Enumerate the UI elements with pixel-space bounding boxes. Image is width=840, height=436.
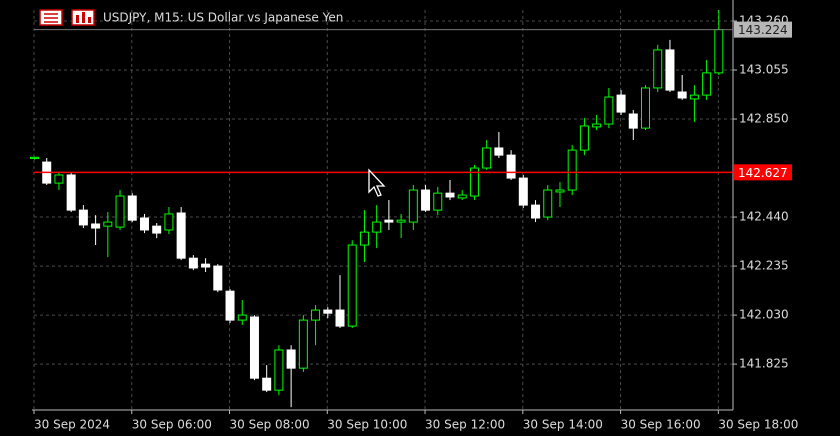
candle-body	[543, 189, 553, 218]
overlay: 142.627 143.224	[34, 21, 792, 181]
candle-body	[139, 217, 149, 231]
candle-body	[286, 349, 296, 369]
candles	[30, 10, 724, 408]
candle-body	[494, 147, 504, 156]
candle-body	[188, 257, 198, 269]
candle-body	[262, 377, 272, 391]
candle-body	[518, 177, 528, 206]
candle-body	[54, 174, 64, 184]
candle-body	[249, 316, 259, 379]
x-tick-label: 30 Sep 06:00	[132, 418, 212, 432]
candle-body	[641, 87, 651, 129]
candle-body	[506, 154, 516, 179]
candle-body	[396, 219, 406, 223]
candle-body	[433, 192, 443, 211]
candle-body	[604, 96, 614, 125]
candle-body	[628, 113, 638, 129]
x-tick-label: 30 Sep 14:00	[523, 418, 603, 432]
candle-body	[714, 29, 724, 74]
candle-body	[482, 147, 492, 169]
y-tick-label: 142.235	[739, 259, 789, 273]
candle-body	[689, 94, 699, 100]
x-tick-label: 30 Sep 10:00	[327, 418, 407, 432]
candle-body	[616, 94, 626, 113]
candle-body	[531, 204, 541, 219]
x-tick-label: 30 Sep 08:00	[230, 418, 310, 432]
candle-body	[127, 195, 137, 221]
candle-body	[567, 149, 577, 191]
candle-body	[176, 212, 186, 259]
candle-body	[66, 174, 76, 211]
x-tick-label: 30 Sep 12:00	[425, 418, 505, 432]
candle-body	[359, 231, 369, 246]
candle-body	[555, 189, 565, 193]
x-tick-label: 30 Sep 18:00	[718, 418, 798, 432]
candle-body	[213, 265, 223, 291]
candle-body	[311, 309, 321, 321]
candle-body	[469, 167, 479, 197]
candle-body	[579, 125, 589, 151]
x-tick-label: 30 Sep 2024	[34, 418, 110, 432]
candle-body	[445, 192, 455, 198]
candle-body	[457, 194, 467, 199]
candle-body	[201, 263, 211, 268]
candle-body	[421, 189, 431, 211]
current-price-label-bg	[734, 21, 792, 38]
candle-body	[323, 309, 333, 314]
candle-body	[152, 225, 162, 234]
candle-body	[78, 209, 88, 226]
current-price-label: 143.224	[738, 23, 788, 37]
x-tick-label: 30 Sep 16:00	[621, 418, 701, 432]
candle-body	[702, 72, 712, 96]
candle-body	[91, 223, 101, 229]
y-tick-label: 143.055	[739, 63, 789, 77]
candle-body	[237, 314, 247, 321]
candle-body	[274, 349, 284, 391]
candle-body	[298, 319, 308, 369]
y-tick-label: 142.440	[739, 210, 789, 224]
candle-body	[103, 221, 113, 227]
y-tick-label: 142.030	[739, 308, 789, 322]
candle-body	[677, 91, 687, 99]
candle-body	[115, 195, 125, 228]
header-icons[interactable]	[39, 9, 95, 26]
candle-body	[30, 156, 39, 159]
candle-body	[653, 49, 663, 89]
mouse-cursor	[368, 168, 386, 197]
candle-body	[164, 213, 174, 231]
chart-title: USDJPY, M15: US Dollar vs Japanese Yen	[103, 11, 343, 25]
candle-body	[347, 244, 357, 327]
price-line-label-bg	[734, 164, 792, 181]
candle-body	[384, 219, 394, 223]
candle-body	[372, 221, 382, 233]
price-line-label: 142.627	[738, 166, 788, 180]
y-tick-label: 141.825	[739, 357, 789, 371]
candle-body	[335, 309, 345, 327]
candle-body	[665, 49, 675, 91]
grid: 141.825 142.030 142.235 142.440 142.850 143.0…	[32, 0, 798, 432]
y-tick-label: 142.850	[739, 112, 789, 126]
candle-body	[592, 123, 602, 128]
candle-body	[408, 189, 418, 223]
candle-body	[225, 290, 235, 321]
